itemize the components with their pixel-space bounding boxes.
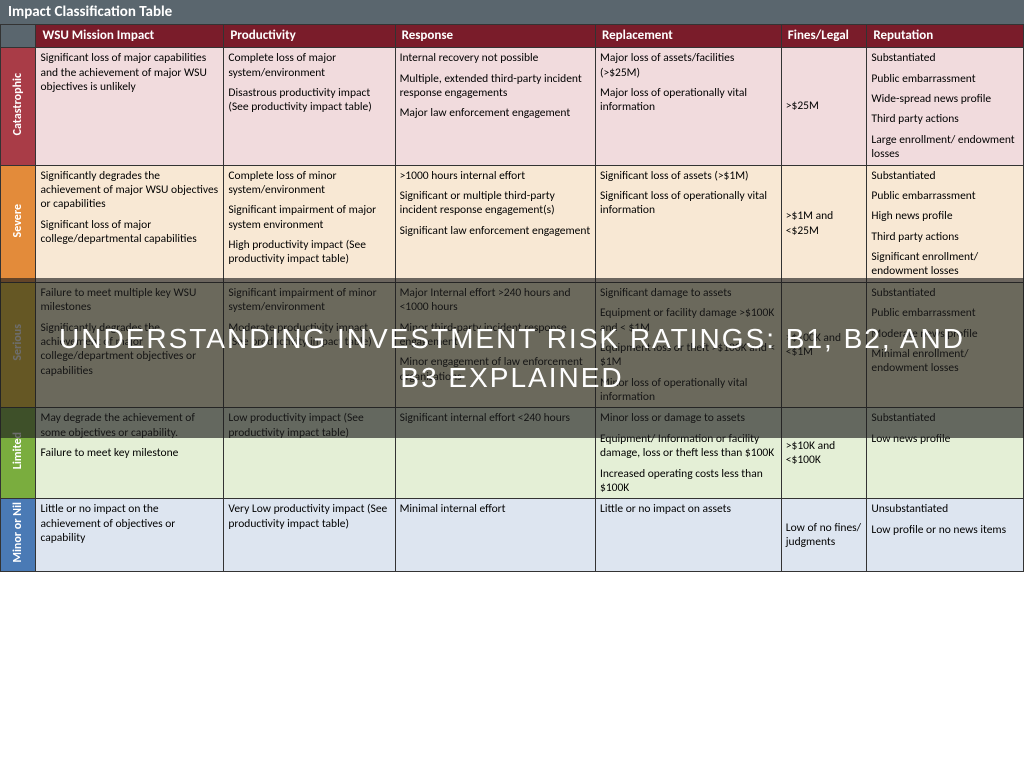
cell-mission: Significant loss of major capabilities a… [36, 48, 224, 165]
cell-mission: Little or no impact on the achievement o… [36, 499, 224, 572]
column-header: Fines/Legal [781, 25, 867, 48]
cell-replacement: Significant loss of assets (>$1M)Signifi… [595, 165, 781, 282]
overlay-banner: UNDERSTANDING INVESTMENT RISK RATINGS: B… [0, 278, 1024, 438]
cell-response: Minimal internal effort [395, 499, 595, 572]
cell-reputation: SubstantiatedPublic embarrassmentHigh ne… [867, 165, 1024, 282]
column-header: Productivity [224, 25, 395, 48]
row-label-catastrophic: Catastrophic [1, 48, 36, 165]
column-header: WSU Mission Impact [36, 25, 224, 48]
cell-productivity: Complete loss of major system/environmen… [224, 48, 395, 165]
column-header: Response [395, 25, 595, 48]
cell-productivity: Complete loss of minor system/environmen… [224, 165, 395, 282]
column-header: Replacement [595, 25, 781, 48]
row-label-minor-or-nil: Minor or Nil [1, 499, 36, 572]
cell-fines: Low of no fines/ judgments [781, 499, 867, 572]
cell-reputation: UnsubstantiatedLow profile or no news it… [867, 499, 1024, 572]
cell-reputation: SubstantiatedPublic embarrassmentWide-sp… [867, 48, 1024, 165]
cell-replacement: Major loss of assets/facilities (>$25M)M… [595, 48, 781, 165]
cell-response: >1000 hours internal effortSignificant o… [395, 165, 595, 282]
table-row: CatastrophicSignificant loss of major ca… [1, 48, 1024, 165]
row-label-severe: Severe [1, 165, 36, 282]
column-header: Reputation [867, 25, 1024, 48]
cell-fines: >$1M and <$25M [781, 165, 867, 282]
table-row: Minor or NilLittle or no impact on the a… [1, 499, 1024, 572]
cell-fines: >$25M [781, 48, 867, 165]
cell-productivity: Very Low productivity impact (See produc… [224, 499, 395, 572]
watermark: ShunAdvice [896, 729, 1006, 755]
table-header-row: WSU Mission ImpactProductivityResponseRe… [1, 25, 1024, 48]
overlay-text: UNDERSTANDING INVESTMENT RISK RATINGS: B… [40, 319, 984, 397]
logo-icon [896, 729, 922, 755]
cell-replacement: Little or no impact on assets [595, 499, 781, 572]
cell-mission: Significantly degrades the achievement o… [36, 165, 224, 282]
cell-response: Internal recovery not possibleMultiple, … [395, 48, 595, 165]
page-title: Impact Classification Table [0, 0, 1024, 24]
table-row: SevereSignificantly degrades the achieve… [1, 165, 1024, 282]
column-header [1, 25, 36, 48]
